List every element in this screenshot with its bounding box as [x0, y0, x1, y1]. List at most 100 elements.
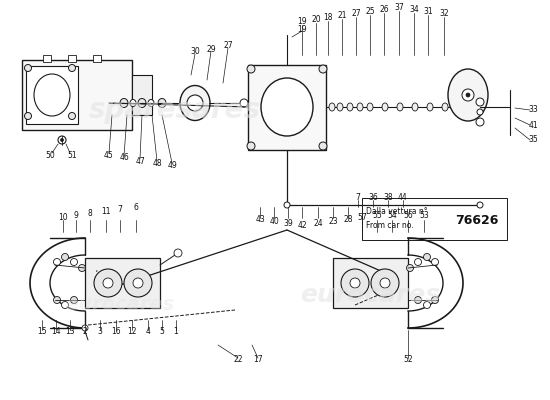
Text: 55: 55	[372, 212, 382, 220]
Text: 16: 16	[111, 328, 121, 336]
Circle shape	[187, 95, 203, 111]
Text: 3: 3	[97, 328, 102, 336]
Text: 7: 7	[355, 194, 360, 202]
Circle shape	[103, 278, 113, 288]
Circle shape	[406, 264, 414, 272]
Circle shape	[62, 254, 69, 260]
Text: 31: 31	[423, 8, 433, 16]
Ellipse shape	[337, 103, 343, 111]
Ellipse shape	[382, 103, 388, 111]
Bar	[132, 75, 152, 115]
Text: 23: 23	[328, 218, 338, 226]
Circle shape	[424, 302, 431, 308]
Text: 56: 56	[403, 212, 413, 220]
Text: 33: 33	[528, 106, 538, 114]
Circle shape	[462, 89, 474, 101]
Text: 15: 15	[37, 328, 47, 336]
Text: From car no.: From car no.	[366, 222, 414, 230]
Text: 10: 10	[58, 214, 68, 222]
Circle shape	[79, 264, 85, 272]
Circle shape	[341, 269, 369, 297]
Circle shape	[415, 258, 421, 266]
Circle shape	[415, 296, 421, 304]
Text: 5: 5	[160, 328, 164, 336]
Text: 57: 57	[357, 214, 367, 222]
Text: eurocares: eurocares	[65, 296, 175, 314]
Text: 17: 17	[253, 356, 263, 364]
Text: 18: 18	[323, 14, 333, 22]
Circle shape	[432, 258, 438, 266]
Text: sparesares: sparesares	[89, 96, 261, 124]
Text: 43: 43	[255, 216, 265, 224]
Text: 8: 8	[87, 210, 92, 218]
Circle shape	[53, 296, 60, 304]
Text: 38: 38	[383, 194, 393, 202]
Text: 9: 9	[74, 212, 79, 220]
Text: 35: 35	[528, 136, 538, 144]
Bar	[333, 258, 408, 308]
Text: 51: 51	[67, 152, 77, 160]
Text: 54: 54	[387, 212, 397, 220]
Text: 47: 47	[135, 156, 145, 166]
Circle shape	[82, 325, 88, 331]
Circle shape	[240, 99, 248, 107]
Circle shape	[53, 258, 60, 266]
Circle shape	[25, 112, 31, 120]
Text: 37: 37	[394, 4, 404, 12]
Ellipse shape	[448, 69, 488, 121]
Text: eurocares: eurocares	[300, 283, 440, 307]
Text: 45: 45	[104, 150, 114, 160]
Text: 1: 1	[174, 328, 178, 336]
Bar	[22, 60, 132, 130]
Circle shape	[60, 138, 63, 142]
Circle shape	[70, 296, 78, 304]
Text: 26: 26	[379, 6, 389, 14]
Ellipse shape	[357, 103, 363, 111]
Circle shape	[25, 64, 31, 72]
Bar	[85, 258, 160, 308]
Text: 4: 4	[146, 328, 151, 336]
Circle shape	[476, 118, 484, 126]
Circle shape	[133, 278, 143, 288]
Bar	[248, 65, 326, 150]
Bar	[93, 55, 101, 62]
Ellipse shape	[261, 78, 313, 136]
Ellipse shape	[120, 98, 128, 108]
Text: 2: 2	[82, 328, 87, 336]
Text: 19: 19	[297, 18, 307, 26]
Text: Dalla vettura n°: Dalla vettura n°	[366, 206, 428, 216]
Circle shape	[247, 142, 255, 150]
Ellipse shape	[397, 103, 403, 111]
Circle shape	[58, 136, 66, 144]
Text: 27: 27	[351, 10, 361, 18]
Text: 49: 49	[167, 160, 177, 170]
Circle shape	[69, 112, 75, 120]
Text: 53: 53	[419, 212, 429, 220]
Text: 14: 14	[51, 328, 61, 336]
Circle shape	[124, 269, 152, 297]
Text: 30: 30	[190, 48, 200, 56]
Circle shape	[69, 64, 75, 72]
Text: 44: 44	[398, 194, 408, 202]
Text: 28: 28	[343, 216, 353, 224]
Text: 50: 50	[45, 152, 55, 160]
Bar	[362, 198, 507, 240]
Text: 11: 11	[101, 208, 111, 216]
Text: 52: 52	[403, 356, 413, 364]
Circle shape	[247, 65, 255, 73]
Circle shape	[94, 269, 122, 297]
Ellipse shape	[130, 100, 136, 106]
Circle shape	[70, 258, 78, 266]
Text: 34: 34	[409, 6, 419, 14]
Text: 46: 46	[119, 154, 129, 162]
Circle shape	[319, 142, 327, 150]
Text: 27: 27	[223, 42, 233, 50]
Text: 39: 39	[283, 220, 293, 228]
Ellipse shape	[412, 103, 418, 111]
Text: 36: 36	[368, 194, 378, 202]
Ellipse shape	[427, 103, 433, 111]
Circle shape	[174, 249, 182, 257]
Circle shape	[380, 278, 390, 288]
Text: 41: 41	[528, 120, 538, 130]
Circle shape	[466, 93, 470, 97]
